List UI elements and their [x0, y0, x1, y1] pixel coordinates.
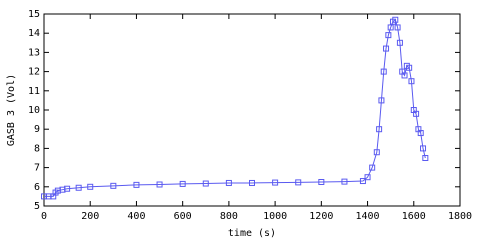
y-tick-label: 8	[34, 143, 40, 154]
data-point	[87, 183, 94, 190]
data-point	[369, 164, 376, 171]
y-tick-label: 11	[28, 86, 40, 97]
data-point	[110, 182, 117, 189]
data-point	[406, 64, 413, 71]
data-point	[364, 174, 371, 181]
data-line	[44, 18, 426, 197]
y-tick-label: 7	[34, 163, 40, 174]
y-tick-label: 13	[28, 47, 40, 58]
data-point	[408, 78, 415, 85]
y-tick-label: 10	[28, 105, 40, 116]
data-point	[359, 178, 366, 185]
x-tick-label: 1200	[309, 211, 333, 222]
data-point	[392, 16, 399, 23]
y-tick-label: 9	[34, 124, 40, 135]
x-tick-label: 1800	[448, 211, 472, 222]
data-point	[295, 179, 302, 186]
x-tick-label: 0	[41, 211, 47, 222]
x-axis-label: time (s)	[228, 228, 276, 239]
data-point	[156, 181, 163, 188]
data-point	[249, 179, 255, 186]
x-tick-label: 1000	[263, 211, 287, 222]
data-point	[64, 185, 71, 192]
data-point	[179, 180, 186, 187]
y-tick-label: 6	[34, 182, 40, 193]
data-point	[383, 45, 390, 52]
x-tick-label: 400	[127, 211, 145, 222]
data-point	[387, 24, 394, 31]
data-point	[272, 179, 279, 186]
x-tick-label: 800	[220, 211, 238, 222]
x-tick-label: 200	[81, 211, 99, 222]
y-tick-label: 5	[34, 201, 40, 212]
data-point	[202, 180, 209, 187]
x-tick-label: 1400	[356, 211, 380, 222]
data-point	[396, 39, 403, 46]
data-point	[373, 149, 380, 156]
data-point	[225, 179, 232, 186]
data-point	[417, 130, 424, 137]
y-tick-label: 12	[28, 67, 40, 78]
y-tick-label: 15	[28, 9, 40, 20]
data-point	[376, 126, 383, 133]
data-point	[75, 184, 82, 191]
data-point	[385, 32, 392, 39]
data-point	[422, 155, 429, 161]
y-tick-label: 14	[28, 28, 40, 39]
data-point	[133, 181, 140, 188]
data-point	[378, 97, 385, 104]
data-point	[341, 178, 348, 185]
data-point	[401, 72, 408, 79]
data-point	[420, 145, 427, 152]
data-point	[380, 68, 387, 75]
data-point	[318, 179, 325, 185]
y-axis-label: GASB 3 (Vol)	[6, 74, 17, 146]
x-tick-label: 600	[174, 211, 192, 222]
data-point	[413, 110, 420, 117]
data-point	[394, 24, 401, 31]
x-tick-label: 1600	[402, 211, 426, 222]
